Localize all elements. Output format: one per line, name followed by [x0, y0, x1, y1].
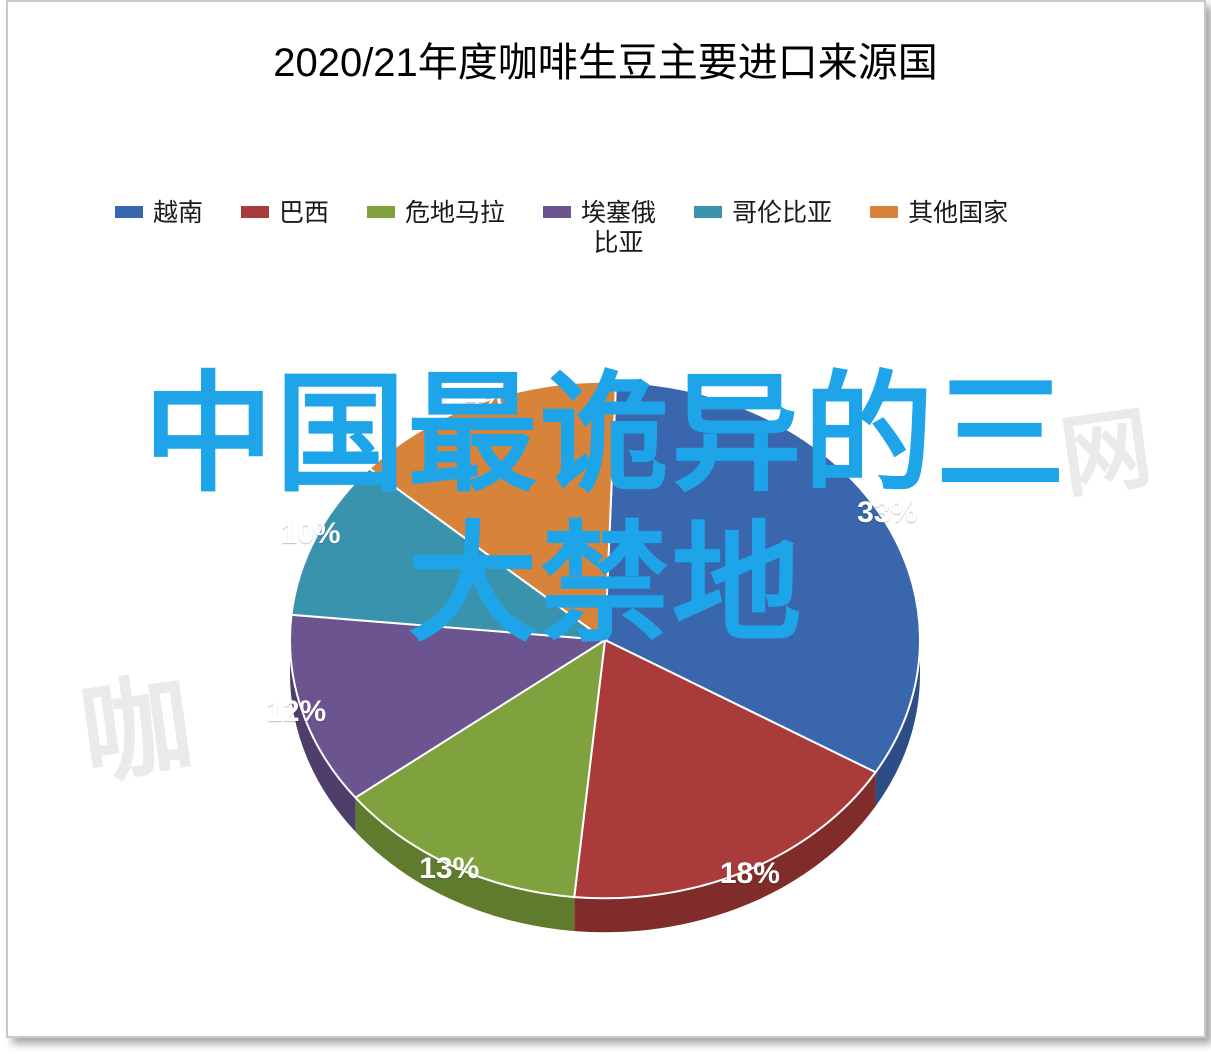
overlay-text: 中国最诡异的三大禁地	[0, 360, 1211, 659]
pie-data-label: 18%	[720, 857, 780, 891]
pie-data-label: 12%	[266, 695, 326, 729]
watermark-text: 咖	[69, 633, 200, 807]
pie-data-label: 13%	[419, 852, 479, 886]
